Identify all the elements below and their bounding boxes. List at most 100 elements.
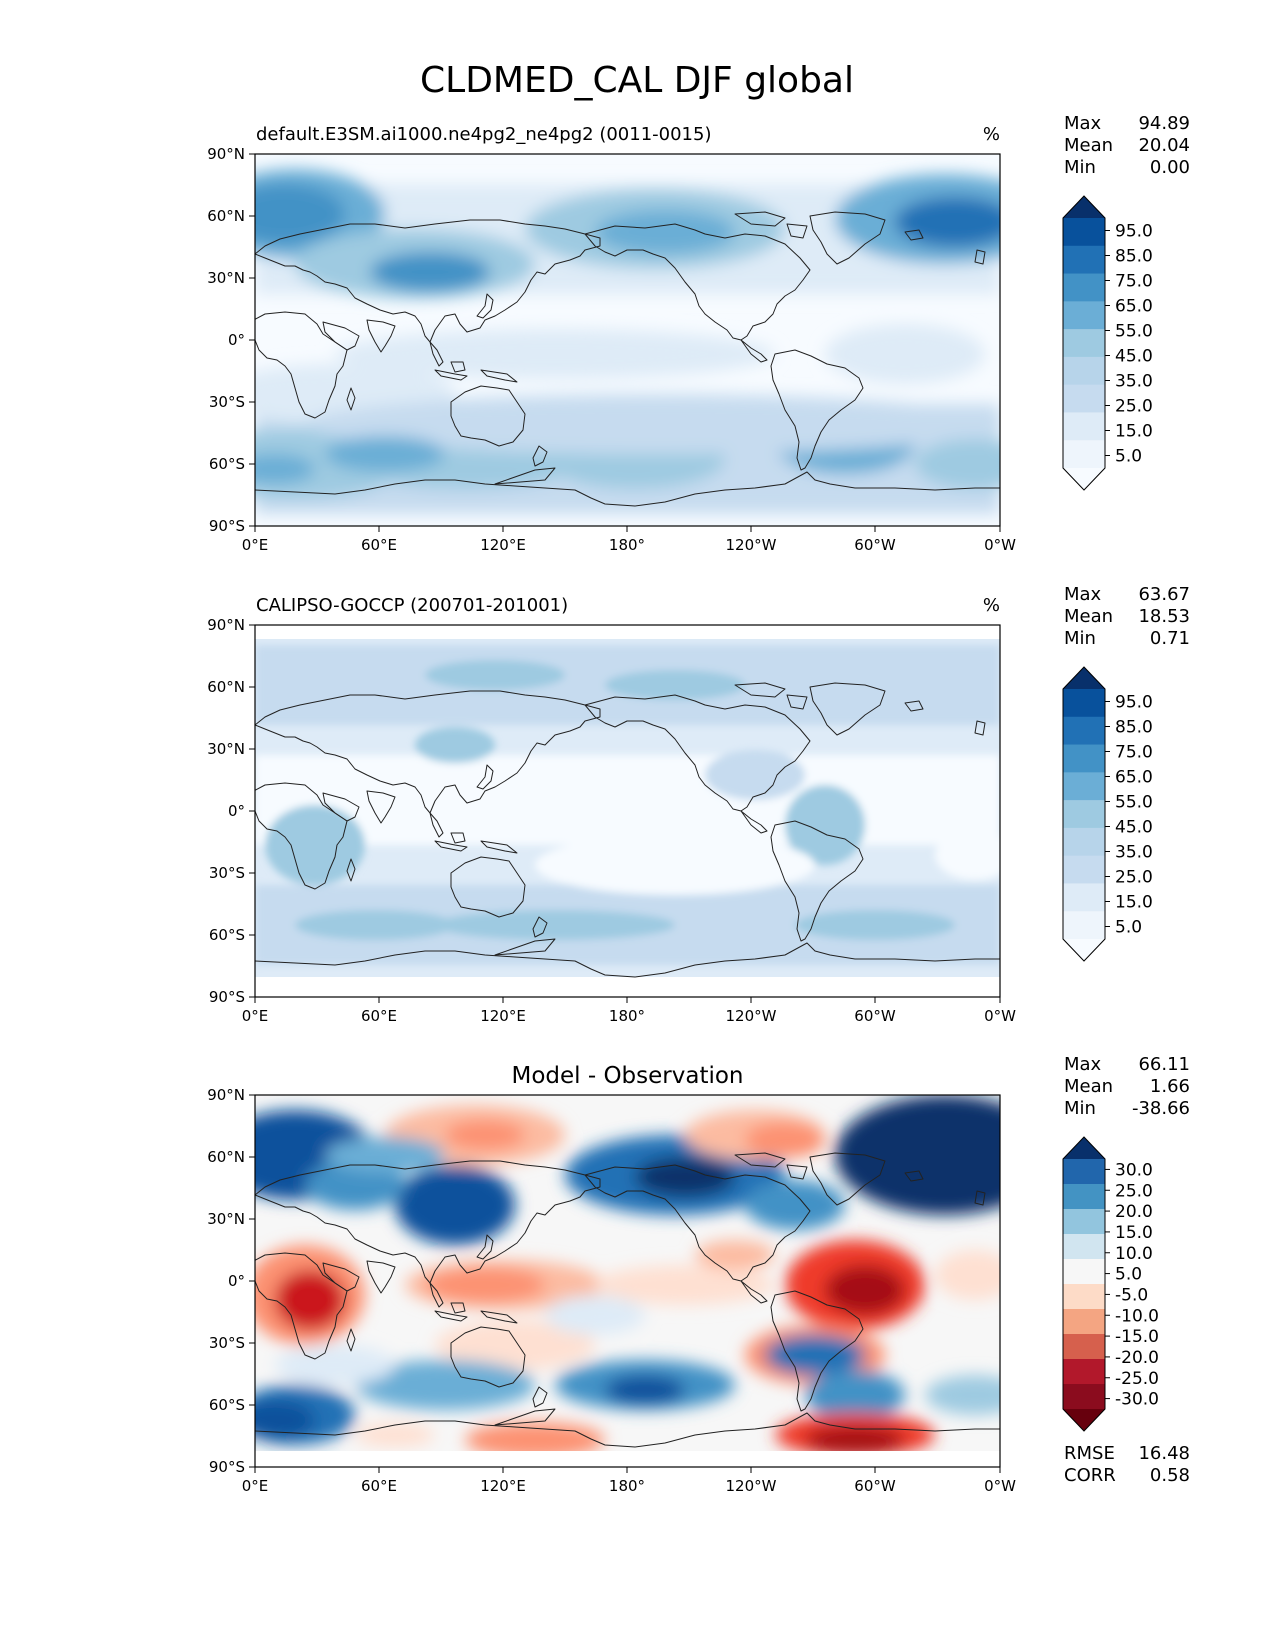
colorbar-label: -20.0	[1115, 1348, 1159, 1368]
lat-tick-label: 0°	[228, 331, 245, 349]
lon-tick-label: 60°W	[854, 1007, 896, 1025]
colorbar-bin	[1063, 384, 1105, 413]
colorbar-label: 5.0	[1115, 918, 1142, 938]
units-label: %	[983, 124, 1000, 145]
colorbar-bin	[1063, 1284, 1105, 1310]
lat-tick-label: 30°N	[207, 740, 245, 758]
stat-value: -38.66	[1132, 1098, 1190, 1119]
lon-tick-label: 0°E	[242, 1477, 269, 1495]
lon-tick-label: 180°	[609, 1007, 645, 1025]
lon-tick-label: 120°W	[726, 1007, 777, 1025]
colorbar-label: 25.0	[1115, 1181, 1153, 1201]
stat-label: Mean	[1064, 135, 1113, 156]
lon-tick-label: 0°W	[984, 1007, 1016, 1025]
lon-tick-label: 0°W	[984, 536, 1016, 554]
lat-tick-label: 90°S	[209, 1458, 245, 1476]
stat-value: 16.48	[1138, 1443, 1190, 1464]
colorbar-label: 55.0	[1115, 793, 1153, 813]
colorbar-bin	[1063, 218, 1105, 247]
stat-value: 0.00	[1150, 157, 1190, 178]
colorbar-bin	[1063, 744, 1105, 773]
lat-tick-label: 30°S	[209, 1334, 245, 1352]
colorbar-label: 45.0	[1115, 818, 1153, 838]
colorbar-extend-bottom	[1063, 939, 1105, 961]
colorbar-label: -10.0	[1115, 1306, 1159, 1326]
lon-tick-label: 120°W	[726, 536, 777, 554]
lat-tick-label: 60°N	[207, 1148, 245, 1166]
lon-tick-label: 120°E	[480, 1007, 526, 1025]
colorbar-bin	[1063, 1384, 1105, 1410]
colorbar-bin	[1063, 855, 1105, 884]
lat-tick-label: 30°N	[207, 1210, 245, 1228]
colorbar-label: 20.0	[1115, 1202, 1153, 1222]
lon-tick-label: 120°E	[480, 536, 526, 554]
lon-tick-label: 180°	[609, 536, 645, 554]
colorbar: 95.0 85.0 75.0 65.0 55.0 45.0 35.0 25.0 15.0 5.0	[1062, 195, 1153, 491]
colorbar-bin	[1063, 1309, 1105, 1335]
stat-label: Mean	[1064, 606, 1113, 627]
colorbar-label: 45.0	[1115, 347, 1153, 367]
map-panel-1: 90°N 60°N 30°N 0° 30°S 60°S 90°S0°E 60°E 120°E 18…	[207, 113, 1190, 554]
colorbar-bin	[1063, 800, 1105, 829]
colorbar-bin	[1063, 1184, 1105, 1210]
stat-label: RMSE	[1064, 1443, 1115, 1464]
lon-tick-label: 60°E	[361, 1477, 397, 1495]
lat-tick-label: 90°N	[207, 1086, 245, 1104]
colorbar-label: 95.0	[1115, 693, 1153, 713]
stat-label: Max	[1064, 113, 1102, 134]
lat-tick-label: 60°S	[209, 1396, 245, 1414]
colorbar-label: 15.0	[1115, 893, 1153, 913]
map-field	[255, 625, 1000, 997]
colorbar: 95.0 85.0 75.0 65.0 55.0 45.0 35.0 25.0 15.0 5.0	[1062, 666, 1153, 962]
colorbar-label: 5.0	[1115, 447, 1142, 467]
colorbar-bin	[1063, 1159, 1105, 1185]
colorbar-bin	[1063, 329, 1105, 358]
stat-value: 1.66	[1150, 1076, 1190, 1097]
colorbar-label: -5.0	[1115, 1285, 1148, 1305]
colorbar-extend-top	[1063, 667, 1105, 689]
stat-label: Min	[1064, 1098, 1096, 1119]
panel-title: default.E3SM.ai1000.ne4pg2_ne4pg2 (0011-…	[256, 124, 711, 145]
lon-tick-label: 120°E	[480, 1477, 526, 1495]
map-field	[255, 154, 1000, 526]
colorbar-label: -15.0	[1115, 1327, 1159, 1347]
colorbar-bin	[1063, 911, 1105, 940]
colorbar-label: 55.0	[1115, 322, 1153, 342]
colorbar-bin	[1063, 827, 1105, 857]
colorbar: 30.025.020.015.010.05.0-5.0-10.0-15.0-20…	[1062, 1136, 1159, 1432]
colorbar-label: 10.0	[1115, 1244, 1153, 1264]
colorbar-bin	[1063, 1234, 1105, 1260]
colorbar-label: 65.0	[1115, 297, 1153, 317]
colorbar-label: 15.0	[1115, 422, 1153, 442]
colorbar-extend-top	[1063, 1137, 1105, 1159]
stat-value: 63.67	[1138, 584, 1190, 605]
lat-tick-label: 60°N	[207, 678, 245, 696]
lat-tick-label: 30°N	[207, 269, 245, 287]
map-panel-3: 90°N 60°N 30°N 0° 30°S 60°S 90°S0°E 60°E 120°E 18…	[207, 1054, 1190, 1495]
colorbar-bin	[1063, 245, 1105, 275]
colorbar-outline	[1062, 195, 1106, 491]
colorbar-bin	[1063, 301, 1105, 330]
stat-label: Max	[1064, 584, 1102, 605]
stat-label: Mean	[1064, 1076, 1113, 1097]
panel-title: CALIPSO-GOCCP (200701-201001)	[256, 595, 568, 616]
lon-tick-label: 60°W	[854, 536, 896, 554]
units-label: %	[983, 595, 1000, 616]
colorbar-bin	[1063, 412, 1105, 441]
colorbar-bin	[1063, 273, 1105, 302]
lon-tick-label: 0°E	[242, 536, 269, 554]
colorbar-outline	[1062, 666, 1106, 962]
colorbar-bin	[1063, 1359, 1105, 1385]
lon-tick-label: 60°E	[361, 1007, 397, 1025]
stat-value: 0.71	[1150, 628, 1190, 649]
stat-value: 94.89	[1138, 113, 1190, 134]
colorbar-bin	[1063, 772, 1105, 801]
colorbar-label: 35.0	[1115, 843, 1153, 863]
colorbar-label: 30.0	[1115, 1160, 1153, 1180]
colorbar-label: 95.0	[1115, 222, 1153, 242]
colorbar-extend-top	[1063, 196, 1105, 218]
lon-tick-label: 0°W	[984, 1477, 1016, 1495]
colorbar-label: 25.0	[1115, 397, 1153, 417]
panel-title: Model - Observation	[511, 1063, 743, 1089]
